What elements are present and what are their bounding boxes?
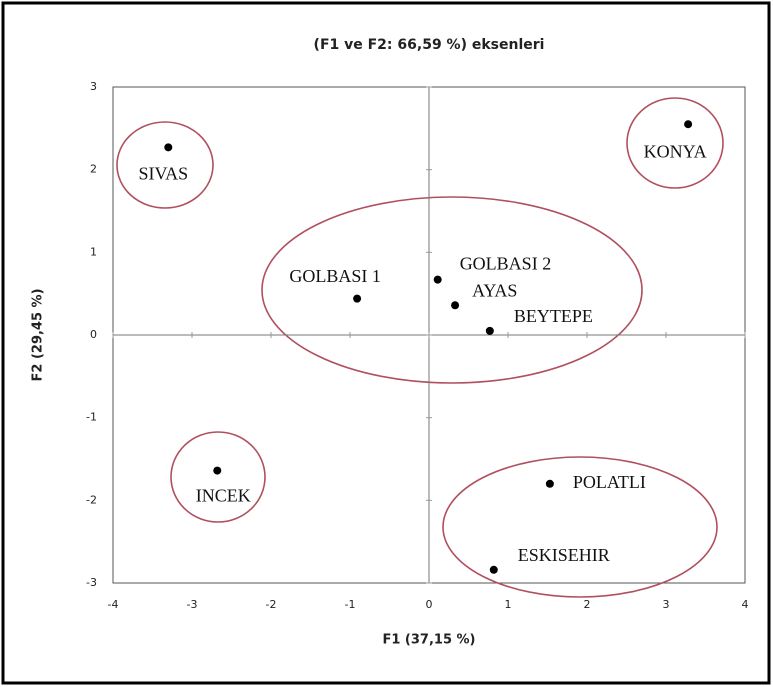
x-tick-label: -3 (187, 598, 198, 611)
y-tick-label: -3 (86, 576, 97, 589)
x-tick-label: 0 (426, 598, 433, 611)
point (433, 275, 442, 284)
cluster-ellipse (261, 196, 643, 384)
cluster-ellipse (116, 121, 214, 209)
y-tick-label: 1 (90, 245, 97, 258)
cluster-ellipse (626, 97, 724, 189)
point (213, 466, 222, 475)
point-label: AYAS (472, 280, 517, 300)
x-tick-label: 3 (663, 598, 670, 611)
cluster-ellipse (442, 456, 718, 598)
point (164, 143, 173, 152)
point (451, 301, 460, 310)
point (485, 326, 494, 335)
x-tick-label: 4 (742, 598, 749, 611)
y-tick-label: 2 (90, 163, 97, 176)
point (545, 479, 554, 488)
point-label: INCEK (196, 486, 251, 506)
point (353, 294, 362, 303)
cluster-ellipse (170, 431, 266, 523)
chart-title: (F1 ve F2: 66,59 %) eksenleri (314, 37, 545, 53)
x-tick-label: -1 (345, 598, 356, 611)
y-tick-label: -2 (86, 493, 97, 506)
point-label: ESKISEHIR (518, 545, 610, 565)
point (684, 120, 693, 129)
point-label: GOLBASI 2 (460, 254, 552, 274)
point-label: KONYA (644, 141, 707, 161)
point-label: SIVAS (138, 163, 188, 183)
x-tick-label: -2 (266, 598, 277, 611)
y-axis-label: F2 (29,45 %) (31, 288, 46, 381)
point-label: POLATLI (573, 472, 646, 492)
x-tick-label: 2 (584, 598, 591, 611)
y-tick-label: 0 (90, 328, 97, 341)
point-label: GOLBASI 1 (289, 266, 381, 286)
point-label: BEYTEPE (514, 306, 593, 326)
y-tick-label: 3 (90, 80, 97, 93)
y-tick-label: -1 (86, 411, 97, 424)
x-axis-label: F1 (37,15 %) (382, 633, 475, 648)
x-tick-label: -4 (108, 598, 119, 611)
point (489, 565, 498, 574)
x-tick-label: 1 (505, 598, 512, 611)
